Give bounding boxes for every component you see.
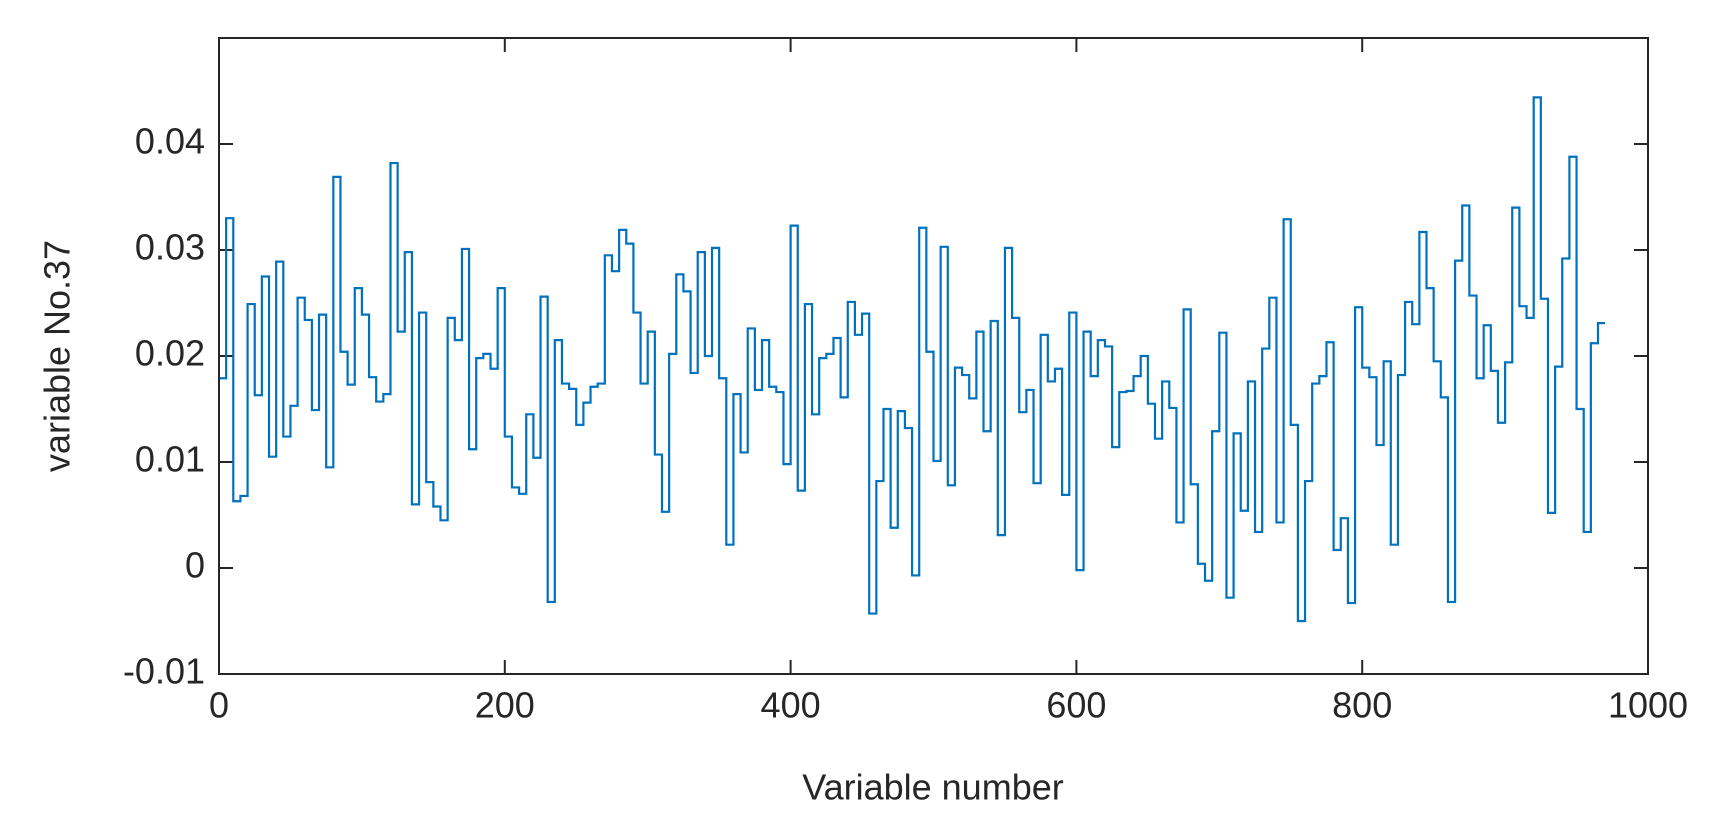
data-line	[219, 96, 1606, 623]
x-tick-label: 1000	[1608, 685, 1688, 726]
y-axis-label: variable No.37	[37, 240, 78, 472]
y-tick-label: -0.01	[123, 651, 205, 692]
x-axis-label: Variable number	[802, 767, 1063, 808]
x-tick-label: 200	[475, 685, 535, 726]
axes-box	[218, 37, 1649, 675]
x-tick-label: 800	[1332, 685, 1392, 726]
y-tick-label: 0	[185, 545, 205, 586]
y-tick-label: 0.02	[135, 333, 205, 374]
x-tick-label: 400	[761, 685, 821, 726]
x-tick-label: 600	[1046, 685, 1106, 726]
y-tick-label: 0.01	[135, 439, 205, 480]
y-tick-label: 0.03	[135, 227, 205, 268]
y-tick-label: 0.04	[135, 121, 205, 162]
x-tick-label: 0	[209, 685, 229, 726]
